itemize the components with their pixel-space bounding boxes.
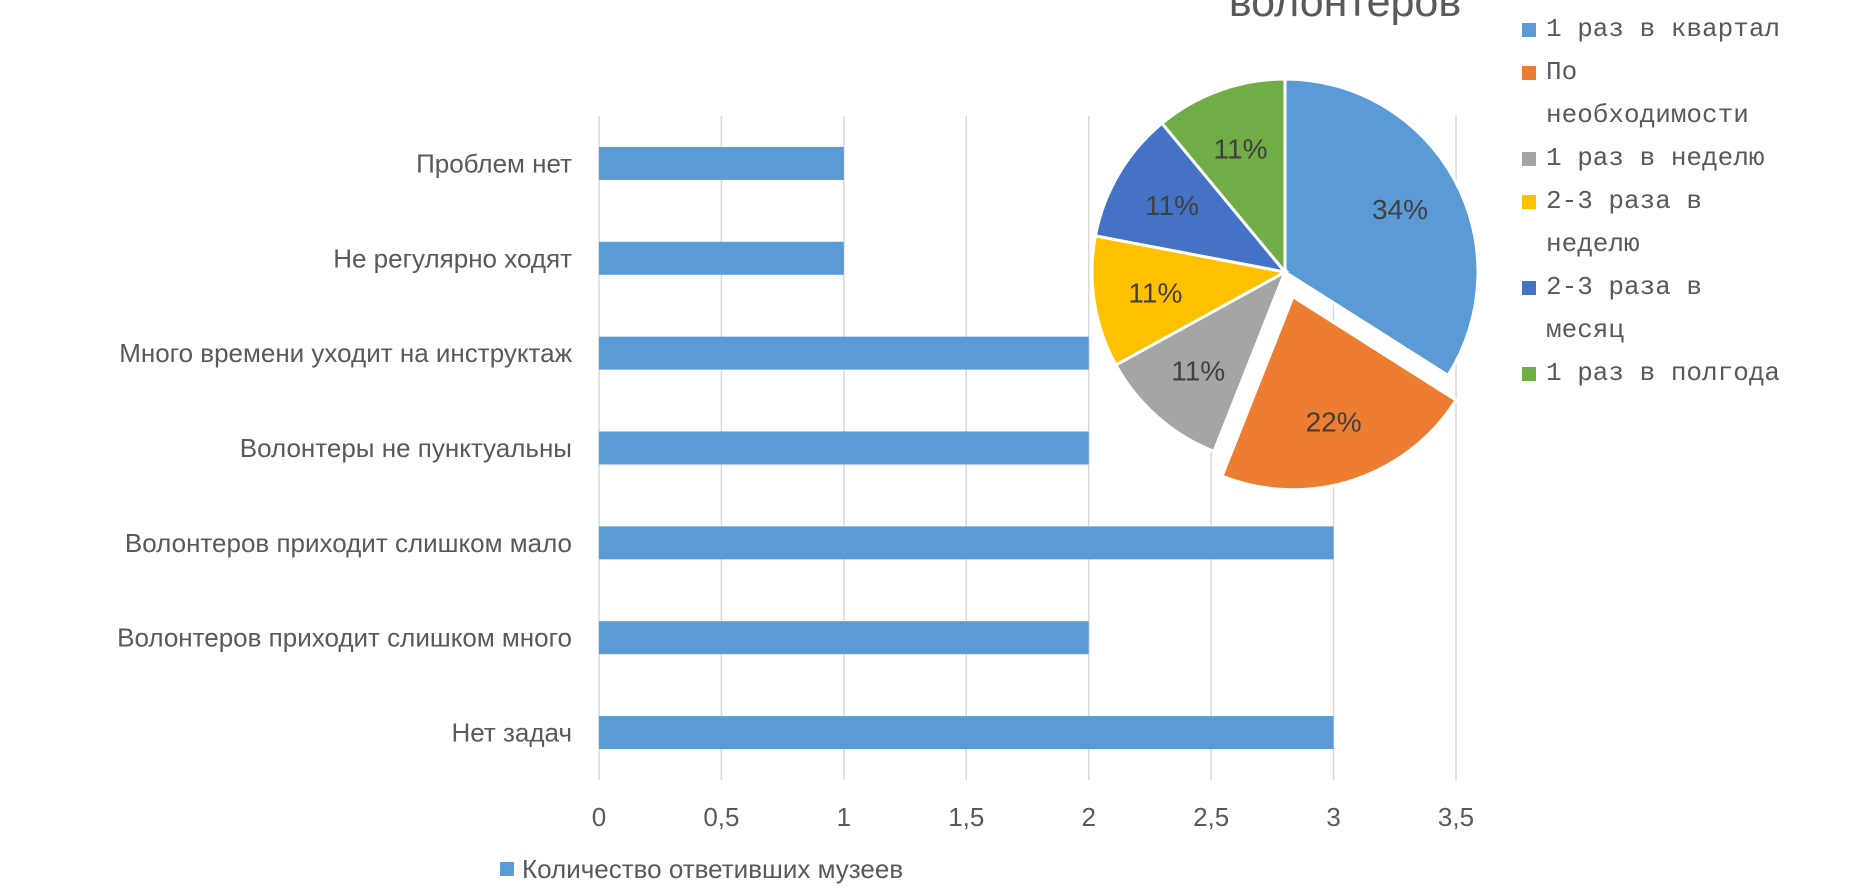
bar bbox=[599, 716, 1334, 750]
legend-label: По необходимости bbox=[1546, 57, 1749, 130]
legend-item: 1 раз в квартал bbox=[1522, 8, 1782, 51]
legend-item: 1 раз в неделю bbox=[1522, 137, 1782, 180]
y-tick-label: Волонтеры не пунктуальны bbox=[240, 433, 572, 463]
legend-item: 2-3 раза в месяц bbox=[1522, 266, 1782, 352]
y-tick-label: Не регулярно ходят bbox=[333, 243, 572, 273]
legend-item: 1 раз в полгода bbox=[1522, 352, 1782, 395]
legend-marker bbox=[500, 862, 514, 876]
pie-label: 11% bbox=[1214, 134, 1268, 165]
pie-label: 22% bbox=[1306, 407, 1362, 438]
pie-slice bbox=[1159, 77, 1287, 277]
legend-marker bbox=[1522, 23, 1536, 37]
y-tick-label: Нет задач bbox=[452, 718, 573, 748]
pie-slice bbox=[1093, 121, 1289, 275]
pie-label: 34% bbox=[1372, 194, 1428, 225]
pie-slice bbox=[1283, 77, 1480, 378]
x-tick-label: 2,5 bbox=[1193, 802, 1229, 832]
y-tick-label: Много времени уходит на инструктаж bbox=[119, 338, 572, 368]
legend-marker bbox=[1522, 281, 1536, 295]
pie-label: 11% bbox=[1145, 190, 1199, 221]
legend-item: 2-3 раза в неделю bbox=[1522, 180, 1782, 266]
bar bbox=[599, 336, 1089, 370]
pie-title: волонтеров bbox=[1229, 0, 1461, 26]
pie-label: 11% bbox=[1171, 355, 1225, 386]
x-tick-label: 1,5 bbox=[948, 802, 984, 832]
legend-marker bbox=[1522, 367, 1536, 381]
bar bbox=[599, 621, 1089, 655]
x-tick-label: 0,5 bbox=[703, 802, 739, 832]
pie-legend: 1 раз в квартал По необходимости 1 раз в н… bbox=[1522, 8, 1782, 395]
x-tick-label: 3 bbox=[1326, 802, 1340, 832]
bar bbox=[599, 146, 844, 180]
x-tick-label: 2 bbox=[1081, 802, 1095, 832]
y-tick-label: Волонтеров приходит слишком много bbox=[117, 623, 572, 653]
legend-marker bbox=[1522, 195, 1536, 209]
legend-label: 1 раз в неделю bbox=[1546, 143, 1765, 173]
x-tick-label: 0 bbox=[592, 802, 606, 832]
legend-label: 2-3 раза в месяц bbox=[1546, 272, 1703, 345]
bar bbox=[599, 431, 1089, 465]
y-tick-label: Волонтеров приходит слишком мало bbox=[125, 528, 572, 558]
bar bbox=[599, 241, 844, 275]
pie-slice bbox=[1113, 268, 1288, 454]
bar bbox=[599, 526, 1334, 560]
pie-slice bbox=[1090, 234, 1290, 368]
legend-label: 1 раз в квартал bbox=[1546, 14, 1781, 44]
legend-item: По необходимости bbox=[1522, 51, 1782, 137]
pie-label: 11% bbox=[1128, 278, 1182, 309]
legend-marker bbox=[1522, 152, 1536, 166]
y-tick-label: Проблем нет bbox=[416, 148, 572, 178]
x-tick-label: 1 bbox=[837, 802, 851, 832]
legend-label: 1 раз в полгода bbox=[1546, 358, 1781, 388]
pie-slice bbox=[1220, 294, 1459, 492]
legend-marker bbox=[1522, 66, 1536, 80]
x-tick-label: 3,5 bbox=[1438, 802, 1474, 832]
legend-label: Количество ответивших музеев bbox=[522, 854, 903, 884]
legend-label: 2-3 раза в неделю bbox=[1546, 186, 1703, 259]
